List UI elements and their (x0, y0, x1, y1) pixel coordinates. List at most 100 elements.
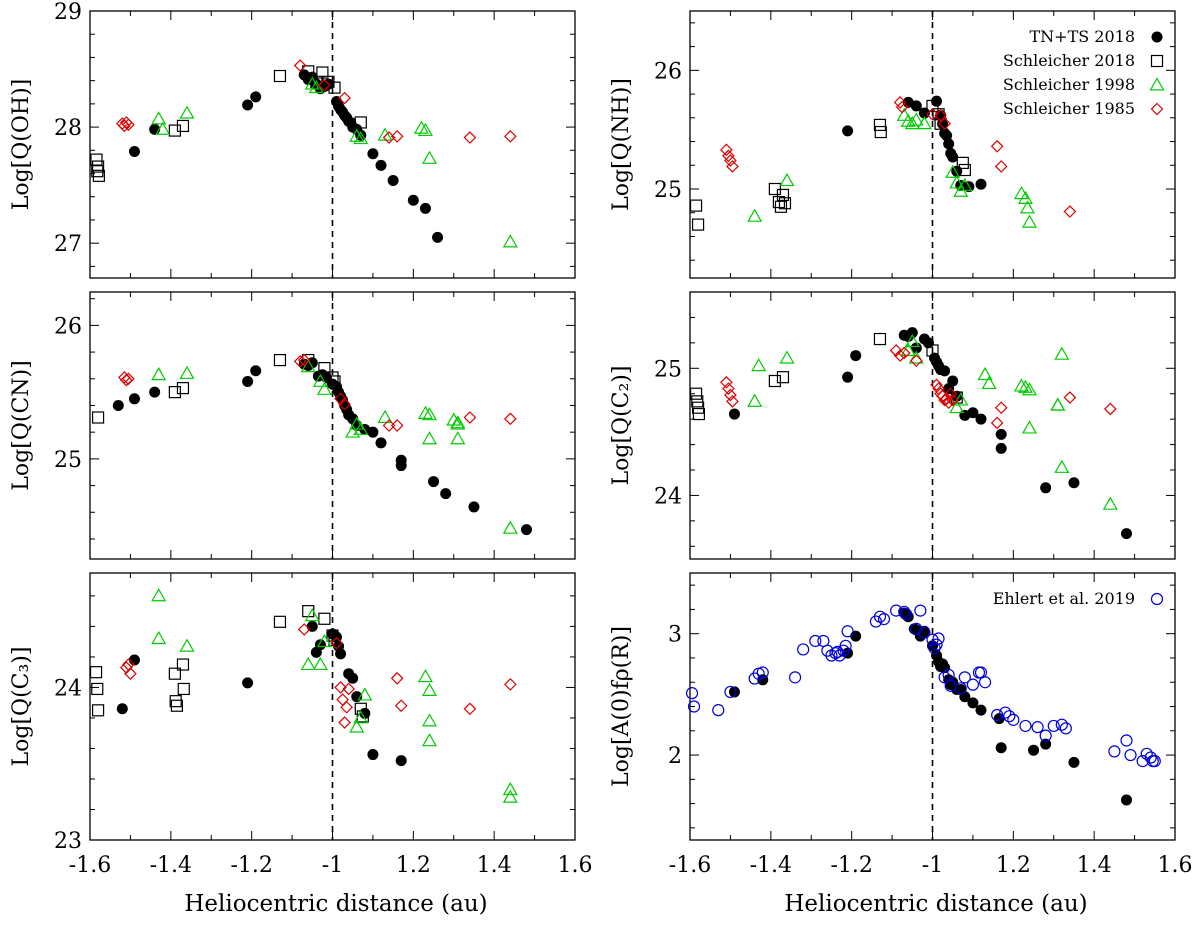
y-tick-label: 26 (654, 59, 682, 84)
data-point (1003, 710, 1016, 723)
y-axis-label: Log[Q(NH)] (609, 78, 634, 211)
data-point (926, 344, 939, 357)
data-point (387, 174, 399, 186)
data-point (357, 687, 373, 701)
data-point (91, 411, 105, 424)
data-point (151, 111, 167, 125)
data-point (689, 387, 703, 400)
data-point (779, 172, 795, 187)
data-point (338, 397, 351, 411)
data-point (242, 677, 254, 689)
data-point (956, 156, 969, 169)
data-point (747, 208, 763, 222)
data-point (1054, 459, 1070, 473)
x-tick-label: 1.6 (1158, 853, 1193, 878)
data-point (302, 605, 315, 618)
data-point (898, 605, 911, 618)
data-point (151, 367, 167, 381)
data-point (1121, 528, 1132, 540)
y-tick-label: 25 (54, 448, 82, 473)
series-schleicher-1998 (747, 107, 1038, 228)
series-schleicher-2018 (89, 605, 369, 723)
x-tick-label: 1.2 (396, 853, 431, 878)
x-tick-label: -1.4 (750, 853, 792, 878)
y-tick-label: 25 (654, 357, 682, 382)
data-point (1028, 744, 1040, 756)
data-point (417, 122, 433, 137)
data-point (353, 130, 369, 145)
data-point (941, 130, 953, 142)
data-point (375, 437, 387, 449)
data-point (995, 742, 1007, 754)
data-point (463, 702, 477, 716)
x-tick-label: -1.2 (830, 853, 872, 878)
data-point (314, 639, 326, 651)
data-point (949, 175, 965, 189)
data-point (421, 431, 438, 445)
data-point (685, 687, 699, 700)
data-point (304, 608, 320, 622)
legend-marker (1149, 77, 1165, 91)
data-point (722, 149, 735, 163)
data-point (503, 412, 517, 426)
y-axis-label: Log[Q(OH)] (9, 79, 34, 211)
y-tick-label: 23 (54, 829, 82, 854)
data-point (151, 588, 167, 602)
data-point (934, 117, 947, 130)
data-point (776, 188, 790, 202)
data-point (421, 733, 438, 747)
data-point (1055, 718, 1068, 731)
data-point (994, 401, 1008, 415)
data-point (938, 117, 951, 131)
data-point (778, 197, 792, 210)
data-point (367, 426, 379, 438)
data-point (874, 125, 887, 139)
series-tn-ts-2018 (842, 95, 987, 193)
data-point (910, 100, 922, 112)
legend-marker (1150, 102, 1164, 116)
data-point (318, 612, 331, 625)
data-point (951, 390, 963, 402)
data-point (975, 178, 987, 190)
data-point (900, 113, 916, 127)
legend-marker (1150, 54, 1164, 68)
data-point (908, 350, 924, 364)
series-tn-ts-2018 (112, 357, 532, 536)
data-point (939, 662, 951, 674)
data-point (947, 375, 959, 387)
data-point (930, 378, 943, 392)
data-point (926, 107, 939, 121)
series-schleicher-2018 (90, 65, 367, 182)
data-point (347, 672, 359, 684)
data-point (242, 99, 254, 111)
data-point (328, 81, 341, 94)
data-point (349, 719, 365, 733)
data-point (1007, 713, 1020, 726)
data-point (367, 749, 379, 761)
data-point (724, 388, 737, 402)
y-axis-label: Log[A(0)fρ(R)] (609, 626, 634, 787)
data-point (302, 65, 315, 78)
data-point (168, 667, 181, 680)
data-point (334, 392, 347, 406)
data-point (395, 755, 407, 767)
data-point (1031, 721, 1044, 734)
data-point (990, 139, 1004, 153)
data-point (328, 375, 341, 388)
data-point (949, 399, 965, 414)
data-point (112, 399, 124, 411)
data-point (797, 643, 810, 656)
y-tick-label: 2 (668, 744, 682, 769)
data-point (841, 625, 854, 638)
data-point (179, 365, 195, 379)
data-point (293, 59, 307, 72)
data-point (726, 394, 739, 408)
y-tick-label: 3 (668, 623, 682, 648)
data-point (720, 375, 733, 389)
data-point (990, 416, 1004, 430)
panel-3: 25 26 Log[Q(CN)] (9, 291, 576, 560)
data-point (328, 634, 341, 647)
data-point (432, 231, 444, 243)
data-point (1017, 190, 1033, 204)
data-point (179, 638, 195, 652)
